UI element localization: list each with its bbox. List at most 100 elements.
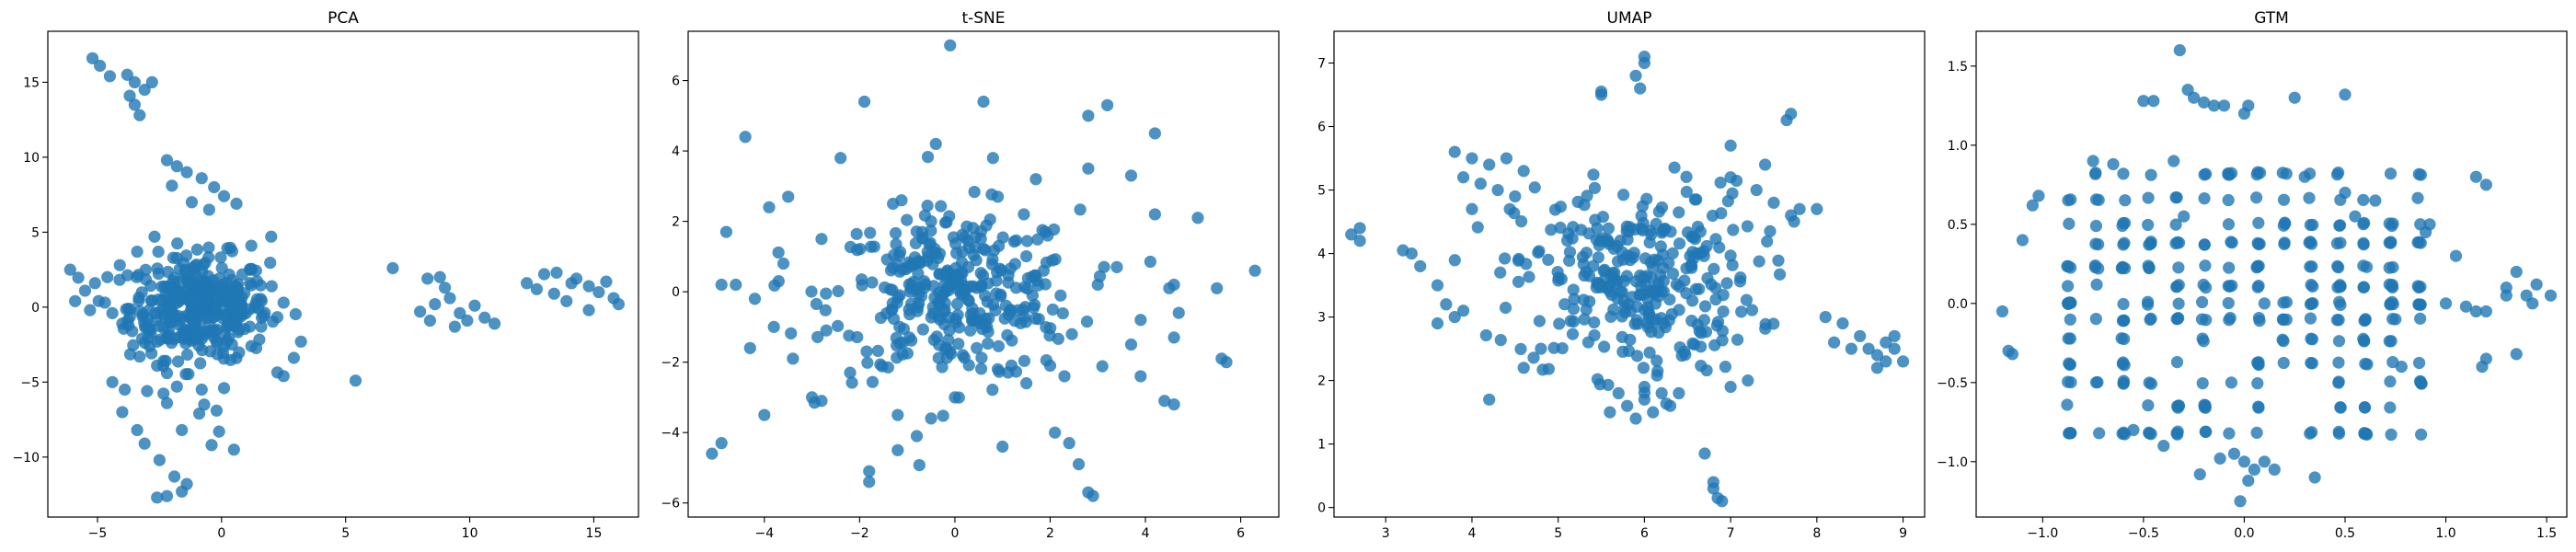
data-point [1592,251,1604,264]
data-point [987,298,1000,311]
data-point [2278,237,2291,250]
data-point [936,361,949,374]
data-point [2118,314,2131,327]
data-point [865,240,878,253]
data-point [1836,316,1849,330]
data-point [2137,95,2150,108]
data-point [855,273,868,286]
axes-frame [47,30,639,518]
data-point [166,179,178,192]
data-point [210,404,224,417]
data-point [1039,225,1052,238]
data-point [1110,260,1123,273]
data-point [2119,194,2132,207]
data-point [2308,471,2321,484]
data-point [1643,346,1656,359]
data-point [255,294,268,307]
data-point [1345,228,1358,241]
data-point [932,351,945,364]
data-point [987,244,1001,257]
y-tick-label: 5 [31,225,40,240]
data-point [2092,193,2105,206]
data-point [208,180,221,194]
data-point [1588,181,1602,194]
data-point [1517,362,1530,374]
data-point [1636,224,1650,236]
data-point [2089,219,2103,233]
data-point [439,282,452,294]
data-point [2395,361,2408,374]
data-point [1414,259,1427,272]
data-point [951,273,964,287]
data-point [1474,178,1487,190]
data-point [1594,85,1608,98]
data-point [2197,335,2210,348]
data-point [2195,313,2209,326]
data-point [2171,399,2184,413]
data-point [1590,281,1603,293]
x-tick-label: 4 [1142,526,1150,541]
data-point [2116,260,2129,273]
data-point [1616,345,1629,358]
data-point [2510,348,2523,361]
data-point [974,267,987,280]
data-point [1685,314,1698,328]
data-point [1248,264,1261,277]
data-point [1536,363,1549,376]
data-point [1509,190,1522,203]
data-point [925,224,937,237]
x-tick-label: 6 [1640,526,1649,541]
data-point [2361,428,2374,441]
data-point [128,98,142,111]
data-point [2268,463,2281,476]
data-point [1689,282,1703,295]
data-point [160,154,174,167]
data-point [289,307,302,321]
data-point [1726,259,1739,271]
x-tick-label: 9 [1899,526,1907,541]
data-point [975,322,989,336]
x-tick-label: 0 [950,526,959,541]
data-point [935,200,948,213]
data-point [1596,232,1609,245]
data-point [983,213,996,226]
data-point [2234,495,2247,508]
data-point [202,203,215,216]
data-point [488,317,501,330]
data-point [2385,236,2398,248]
data-point [974,233,987,246]
data-point [921,200,934,213]
data-point [937,317,951,331]
data-point [2357,236,2370,250]
data-point [1862,342,1875,355]
data-point [1698,447,1711,460]
data-point [1638,380,1650,394]
data-point [1711,316,1725,328]
data-point [2118,332,2131,346]
data-point [843,329,856,342]
data-point [119,383,132,397]
data-point [860,345,873,358]
data-point [1096,360,1109,373]
data-point [2064,193,2077,206]
data-point [961,293,974,306]
data-point [891,339,903,352]
data-point [423,314,437,328]
x-tick-label: 10 [462,526,478,541]
data-point [1673,206,1685,219]
data-point [1724,171,1737,184]
data-point [1644,284,1657,297]
data-point [1616,310,1628,323]
data-point [2304,218,2317,232]
data-point [138,316,151,329]
data-point [1049,426,1062,439]
data-point [943,210,956,223]
data-point [1708,339,1721,351]
data-point [219,291,232,304]
data-point [2251,259,2264,272]
data-point [819,304,832,316]
data-point [1353,235,1366,247]
data-point [2178,210,2191,223]
data-point [1772,254,1785,267]
